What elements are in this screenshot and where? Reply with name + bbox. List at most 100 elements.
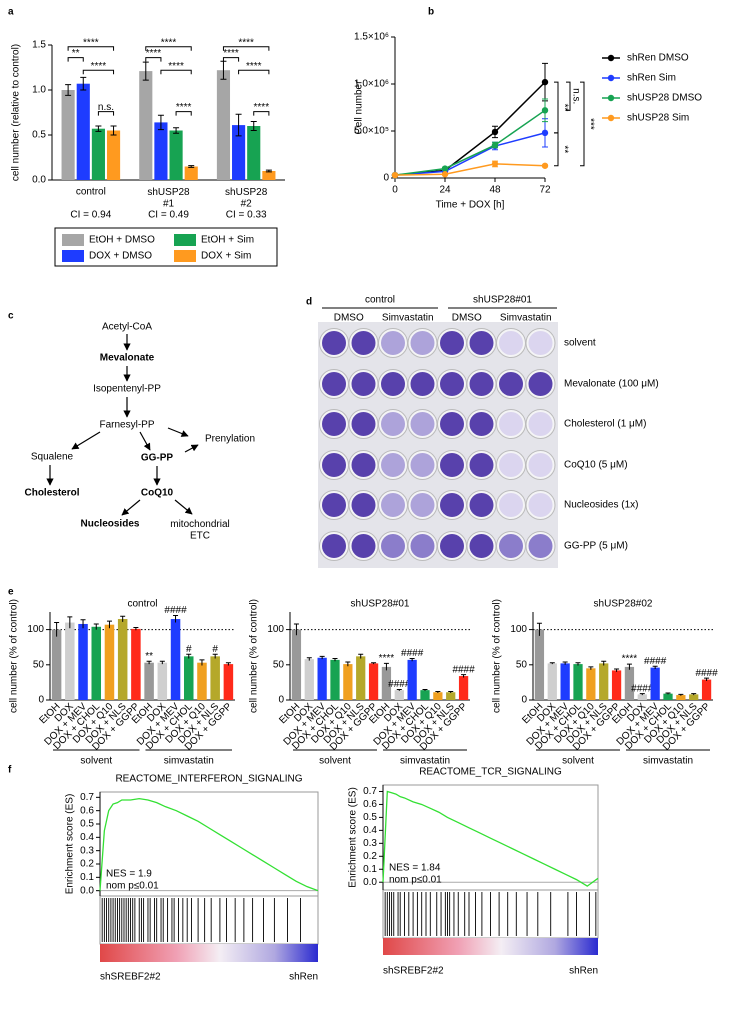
well-stain [351,453,376,477]
error-bar [562,661,568,665]
well-stain [499,372,523,396]
error-bar [93,623,99,630]
error-bar [371,662,377,665]
well-stain [499,493,523,517]
y-tick-label: 0.7 [80,792,94,803]
significance-bracket [222,57,240,62]
error-bar [80,619,86,629]
legend-label: DOX + Sim [201,251,251,262]
y-tick-label: 5.0×10⁵ [354,126,389,137]
error-bar [639,693,645,696]
significance-bracket [566,81,571,111]
bar [117,619,128,700]
legend-swatch [174,250,196,262]
y-tick-label: 50 [273,659,285,670]
column-label: DMSO [334,313,364,324]
bar [170,619,181,700]
error-bar [678,693,684,696]
well-stain [440,331,464,355]
pathway-node: Cholesterol [24,488,79,499]
well-stain [528,493,553,517]
marker [491,141,499,149]
y-tick-label: 0.4 [80,832,94,843]
x-tick-label: control [76,187,106,198]
pathway-node: Mevalonate [100,353,155,364]
annotation: nom p≤0.01 [106,881,159,892]
line [99,798,319,892]
error-bar [319,655,325,660]
y-axis-label: cell number (% of control) [492,599,503,713]
well-stain [381,331,405,355]
panel-label: a [8,7,14,18]
well-stain [410,372,435,396]
well-stain [499,453,523,477]
bar [78,623,88,700]
chart-title: REACTOME_TCR_SIGNALING [419,767,562,778]
y-tick-label: 0.7 [363,786,377,797]
error-bar [332,657,338,662]
line [394,109,546,176]
significance-label: **** [238,37,254,48]
bar [144,662,154,700]
chart-title: REACTOME_INTERFERON_SIGNALING [115,774,302,785]
bar [599,663,609,700]
well-stain [410,412,435,436]
significance-label: #### [388,679,411,690]
error-bar [704,677,710,681]
rank-gradient [100,944,318,962]
marker [491,128,499,136]
significance-label: **** [176,102,192,113]
pathway-arrow [184,444,199,453]
bar [304,659,314,700]
bar [689,694,699,700]
bar [139,71,153,180]
legend-label: shUSP28 DMSO [627,93,702,104]
annotation: CI = 0.94 [70,210,111,221]
error-bar [188,165,195,168]
bar [676,695,686,700]
significance-label: ** [72,48,80,59]
x-tick-label: 24 [439,185,451,196]
error-bar [110,125,117,136]
legend-label: shRen Sim [627,73,676,84]
significance-bracket [253,111,270,116]
marker [441,171,449,178]
error-bar [65,84,72,96]
y-tick-label: 50 [516,659,528,670]
bar [183,656,194,700]
error-bar [306,657,312,661]
y-axis-label: cell number (% of control) [9,599,20,713]
error-bar [409,657,415,662]
bar [262,171,276,180]
bar [343,664,353,700]
group-label: solvent [319,756,351,767]
well-stain [440,412,464,436]
panel-label: b [428,7,434,18]
y-tick-label: 1.0 [32,85,46,96]
y-tick-label: 0.5 [80,819,94,830]
group-label: simvastatin [400,756,450,767]
error-bar [435,691,441,693]
line [382,790,599,887]
error-bar [54,622,60,637]
pathway-node: CoQ10 [141,488,174,499]
bar [534,629,545,700]
bar [663,693,673,700]
error-bar [358,653,364,659]
bar [65,622,75,700]
legend-swatch [62,234,84,246]
panel-label: c [8,311,14,322]
y-tick-label: 0.6 [80,805,94,816]
y-tick-label: 0.1 [80,872,94,883]
pathway-node: Acetyl-CoA [102,322,152,333]
pathway-node: Isopentenyl-PP [93,384,161,395]
y-axis-label: Enrichment score (ES) [348,787,359,888]
line [394,163,546,176]
panel-label: d [306,297,312,308]
x-tick-label: 48 [489,185,501,196]
well-stain [322,372,346,396]
legend-swatch [174,234,196,246]
group-label: simvastatin [643,756,693,767]
well-stain [381,412,405,436]
plate-background [318,322,558,568]
